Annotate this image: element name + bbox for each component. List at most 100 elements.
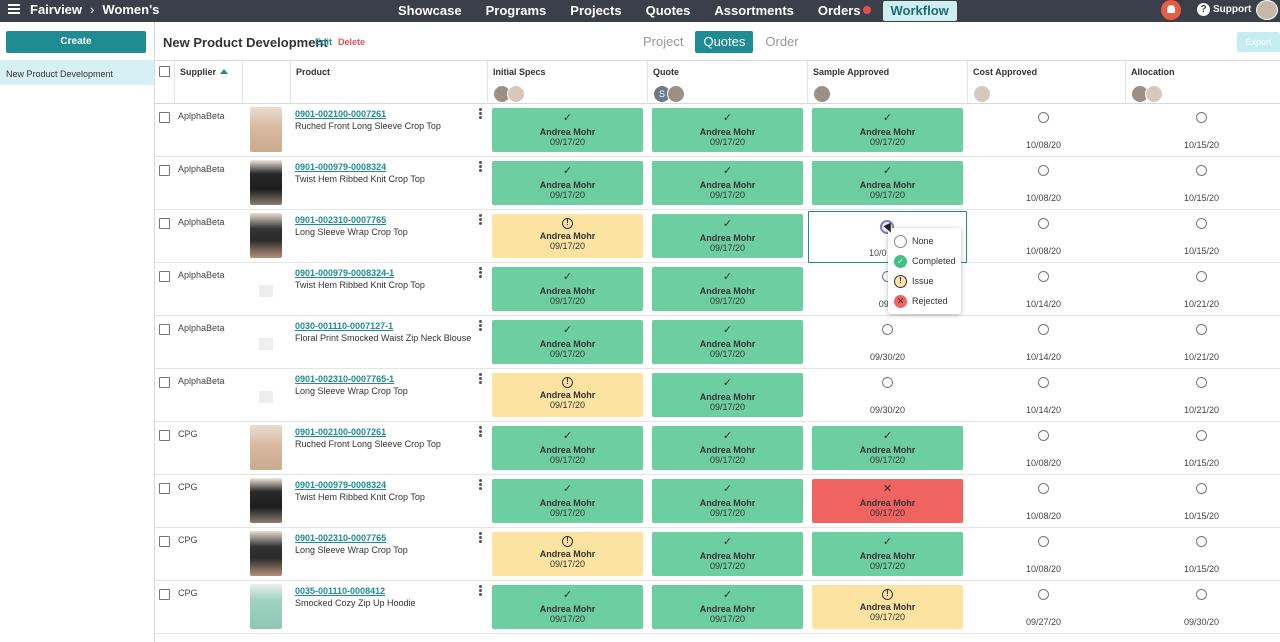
stage-cell-pending[interactable]: 10/15/20 (1126, 157, 1277, 207)
avatar[interactable] (1145, 85, 1163, 103)
avatar[interactable] (667, 85, 685, 103)
breadcrumb-section[interactable]: Women's (102, 2, 160, 17)
avatar[interactable] (507, 85, 525, 103)
product-thumbnail[interactable] (250, 478, 282, 523)
tab-project[interactable]: Project (643, 34, 684, 49)
product-sku-link[interactable]: 0901-002310-0007765 (295, 215, 387, 225)
product-sku-link[interactable]: 0901-000979-0008324-1 (295, 268, 395, 278)
empty-circle-icon[interactable] (1038, 589, 1049, 600)
product-thumbnail[interactable] (250, 107, 282, 152)
empty-circle-icon[interactable] (1196, 483, 1207, 494)
stage-cell-completed[interactable]: ✓ Andrea Mohr 09/17/20 (652, 320, 803, 364)
product-sku-link[interactable]: 0901-002100-0007261 (295, 109, 387, 119)
empty-circle-icon[interactable] (1196, 430, 1207, 441)
stage-cell-rejected[interactable]: ✕ Andrea Mohr 09/17/20 (812, 479, 963, 523)
stage-cell-completed[interactable]: ✓ Andrea Mohr 09/17/20 (652, 214, 803, 258)
stage-cell-pending[interactable]: 10/15/20 (1126, 528, 1277, 578)
row-checkbox[interactable] (159, 377, 170, 388)
export-button[interactable]: Export (1237, 32, 1280, 52)
stage-cell-pending[interactable]: 10/08/20 (968, 157, 1119, 207)
avatar[interactable] (813, 85, 831, 103)
stage-cell-pending[interactable]: 09/30/20 (1126, 581, 1277, 631)
create-button[interactable]: Create (6, 31, 146, 53)
empty-circle-icon[interactable] (1038, 377, 1049, 388)
empty-circle-icon[interactable] (1038, 536, 1049, 547)
empty-circle-icon[interactable] (1038, 218, 1049, 229)
empty-circle-icon[interactable] (1196, 271, 1207, 282)
stage-cell-pending[interactable]: 09/27/20 (968, 581, 1119, 631)
empty-circle-icon[interactable] (1196, 165, 1207, 176)
stage-cell-completed[interactable]: ✓ Andrea Mohr 09/17/20 (652, 532, 803, 576)
nav-assortments[interactable]: Assortments (714, 3, 794, 18)
more-vertical-icon[interactable] (479, 320, 483, 332)
product-thumbnail[interactable] (250, 319, 282, 364)
more-vertical-icon[interactable] (479, 532, 483, 544)
row-checkbox[interactable] (159, 218, 170, 229)
stage-cell-pending[interactable]: 10/21/20 (1126, 263, 1277, 313)
select-all-checkbox[interactable] (159, 66, 170, 77)
product-thumbnail[interactable] (250, 584, 282, 629)
stage-cell-completed[interactable]: ✓ Andrea Mohr 09/17/20 (492, 320, 643, 364)
stage-cell-completed[interactable]: ✓ Andrea Mohr 09/17/20 (492, 108, 643, 152)
stage-cell-pending[interactable]: 09/30/20 (812, 369, 963, 419)
stage-cell-completed[interactable]: ✓ Andrea Mohr 09/17/20 (652, 267, 803, 311)
empty-circle-icon[interactable] (882, 377, 893, 388)
empty-circle-icon[interactable] (1038, 112, 1049, 123)
bell-icon[interactable] (1161, 0, 1181, 20)
empty-circle-icon[interactable] (1196, 589, 1207, 600)
stage-cell-pending[interactable]: 10/15/20 (1126, 475, 1277, 525)
stage-cell-completed[interactable]: ✓ Andrea Mohr 09/17/20 (492, 585, 643, 629)
row-checkbox[interactable] (159, 430, 170, 441)
product-thumbnail[interactable] (250, 425, 282, 470)
user-avatar[interactable] (1256, 0, 1278, 20)
product-thumbnail[interactable] (250, 531, 282, 576)
product-sku-link[interactable]: 0901-002310-0007765-1 (295, 374, 395, 384)
nav-projects[interactable]: Projects (570, 3, 622, 18)
nav-orders[interactable]: Orders (806, 1, 883, 21)
stage-cell-pending[interactable]: 10/08/20 (968, 422, 1119, 472)
stage-cell-completed[interactable]: ✓ Andrea Mohr 09/17/20 (652, 585, 803, 629)
tab-order[interactable]: Order (765, 34, 799, 49)
tab-quotes[interactable]: Quotes (695, 31, 754, 53)
stage-cell-completed[interactable]: ✓ Andrea Mohr 09/17/20 (492, 479, 643, 523)
stage-cell-pending[interactable]: 10/14/20 (968, 316, 1119, 366)
empty-circle-icon[interactable] (1038, 271, 1049, 282)
more-vertical-icon[interactable] (479, 426, 483, 438)
avatar[interactable] (973, 85, 991, 103)
row-checkbox[interactable] (159, 324, 170, 335)
stage-cell-completed[interactable]: ✓ Andrea Mohr 09/17/20 (652, 479, 803, 523)
stage-cell-issue[interactable]: ! Andrea Mohr 09/17/20 (492, 373, 643, 417)
nav-workflow[interactable]: Workflow (882, 1, 957, 21)
stage-cell-issue[interactable]: ! Andrea Mohr 09/17/20 (492, 532, 643, 576)
stage-cell-completed[interactable]: ✓ Andrea Mohr 09/17/20 (492, 267, 643, 311)
more-vertical-icon[interactable] (479, 267, 483, 279)
stage-cell-completed[interactable]: ✓ Andrea Mohr 09/17/20 (652, 108, 803, 152)
product-sku-link[interactable]: 0030-001110-0007127-1 (295, 321, 394, 331)
support-link[interactable]: ? Support (1197, 3, 1251, 16)
stage-cell-pending[interactable]: 10/15/20 (1126, 422, 1277, 472)
nav-programs[interactable]: Programs (485, 3, 547, 18)
hamburger-menu-icon[interactable] (8, 4, 20, 14)
stage-cell-pending[interactable]: 10/15/20 (1126, 210, 1277, 260)
product-sku-link[interactable]: 0901-002100-0007261 (295, 427, 387, 437)
stage-cell-pending[interactable]: 09/30/20 (812, 316, 963, 366)
stage-cell-pending[interactable]: 10/08/20 (968, 475, 1119, 525)
product-sku-link[interactable]: 0901-000979-0008324 (295, 162, 387, 172)
more-vertical-icon[interactable] (479, 373, 483, 385)
stage-cell-completed[interactable]: ✓ Andrea Mohr 09/17/20 (652, 426, 803, 470)
product-sku-link[interactable]: 0901-000979-0008324 (295, 480, 387, 490)
empty-circle-icon[interactable] (1196, 377, 1207, 388)
product-thumbnail[interactable] (250, 372, 282, 417)
empty-circle-icon[interactable] (1038, 324, 1049, 335)
stage-cell-completed[interactable]: ✓ Andrea Mohr 09/17/20 (652, 161, 803, 205)
product-sku-link[interactable]: 0901-002310-0007765 (295, 533, 387, 543)
stage-cell-completed[interactable]: ✓ Andrea Mohr 09/17/20 (492, 426, 643, 470)
stage-cell-pending[interactable]: 10/08/20 (968, 104, 1119, 154)
stage-cell-issue[interactable]: ! Andrea Mohr 09/17/20 (812, 585, 963, 629)
more-vertical-icon[interactable] (479, 585, 483, 597)
row-checkbox[interactable] (159, 112, 170, 123)
stage-cell-completed[interactable]: ✓ Andrea Mohr 09/17/20 (812, 532, 963, 576)
stage-cell-completed[interactable]: ✓ Andrea Mohr 09/17/20 (812, 161, 963, 205)
more-vertical-icon[interactable] (479, 161, 483, 173)
empty-circle-icon[interactable] (1038, 483, 1049, 494)
